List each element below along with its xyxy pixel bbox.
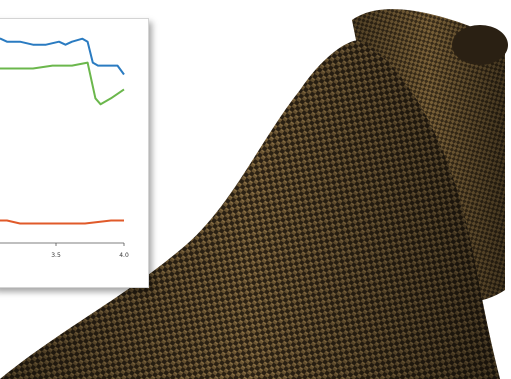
series-line-2 xyxy=(0,61,125,106)
x-tick-label-4-0: 4.0 xyxy=(119,252,129,259)
sleeve-sheet xyxy=(0,40,500,379)
series-line-3 xyxy=(0,219,124,225)
series-line-1 xyxy=(0,37,125,76)
x-tick-label-3-5: 3.5 xyxy=(51,252,61,259)
plot-lines xyxy=(0,37,125,225)
